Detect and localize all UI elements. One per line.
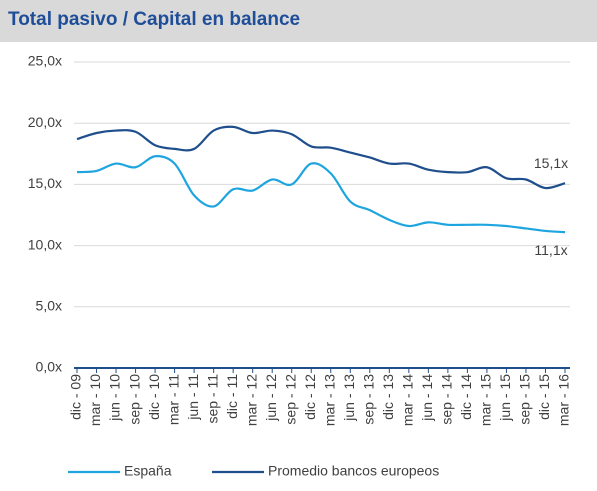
x-tick-label: sep - 10 (126, 374, 142, 425)
x-tick-label: mar - 10 (87, 374, 103, 426)
data-label: 11,1x (534, 242, 567, 258)
y-tick-label: 0,0x (36, 359, 62, 375)
legend-label: España (124, 463, 172, 479)
x-tick-label: mar - 12 (243, 374, 259, 426)
x-tick-label: dic - 09 (68, 374, 84, 420)
legend-label: Promedio bancos europeos (268, 463, 439, 479)
x-tick-label: mar - 11 (165, 374, 181, 425)
x-tick-label: jun - 10 (107, 374, 123, 422)
x-tick-label: dic - 13 (380, 374, 396, 420)
x-tick-label: sep - 15 (517, 374, 533, 425)
x-tick-label: dic - 15 (536, 374, 552, 420)
x-tick-label: jun - 14 (419, 374, 435, 422)
header-band (0, 0, 597, 42)
y-tick-label: 5,0x (36, 298, 62, 314)
y-tick-label: 25,0x (28, 53, 62, 69)
series-line (76, 125, 566, 190)
x-tick-label: mar - 14 (400, 374, 416, 426)
x-tick-label: sep - 12 (282, 374, 298, 425)
series-line (76, 155, 566, 234)
chart-title: Total pasivo / Capital en balance (8, 9, 300, 30)
x-tick-label: sep - 14 (439, 374, 455, 425)
x-tick-label: mar - 13 (321, 374, 337, 426)
x-tick-label: mar - 15 (478, 374, 494, 426)
y-tick-label: 10,0x (28, 236, 62, 252)
x-tick-label: jun - 12 (263, 374, 279, 422)
x-tick-label: jun - 11 (185, 374, 201, 421)
x-tick-label: mar - 16 (556, 374, 572, 426)
data-label: 15,1x (534, 155, 568, 171)
y-tick-label: 15,0x (28, 175, 62, 191)
y-tick-label: 20,0x (28, 114, 62, 130)
x-tick-label: sep - 11 (204, 374, 220, 424)
x-tick-label: sep - 13 (361, 374, 377, 425)
x-tick-label: dic - 14 (458, 374, 474, 420)
x-tick-label: dic - 12 (302, 374, 318, 420)
x-tick-label: dic - 10 (146, 374, 162, 420)
x-tick-label: jun - 13 (341, 374, 357, 422)
x-tick-label: jun - 15 (497, 374, 513, 422)
x-tick-label: dic - 11 (224, 374, 240, 419)
